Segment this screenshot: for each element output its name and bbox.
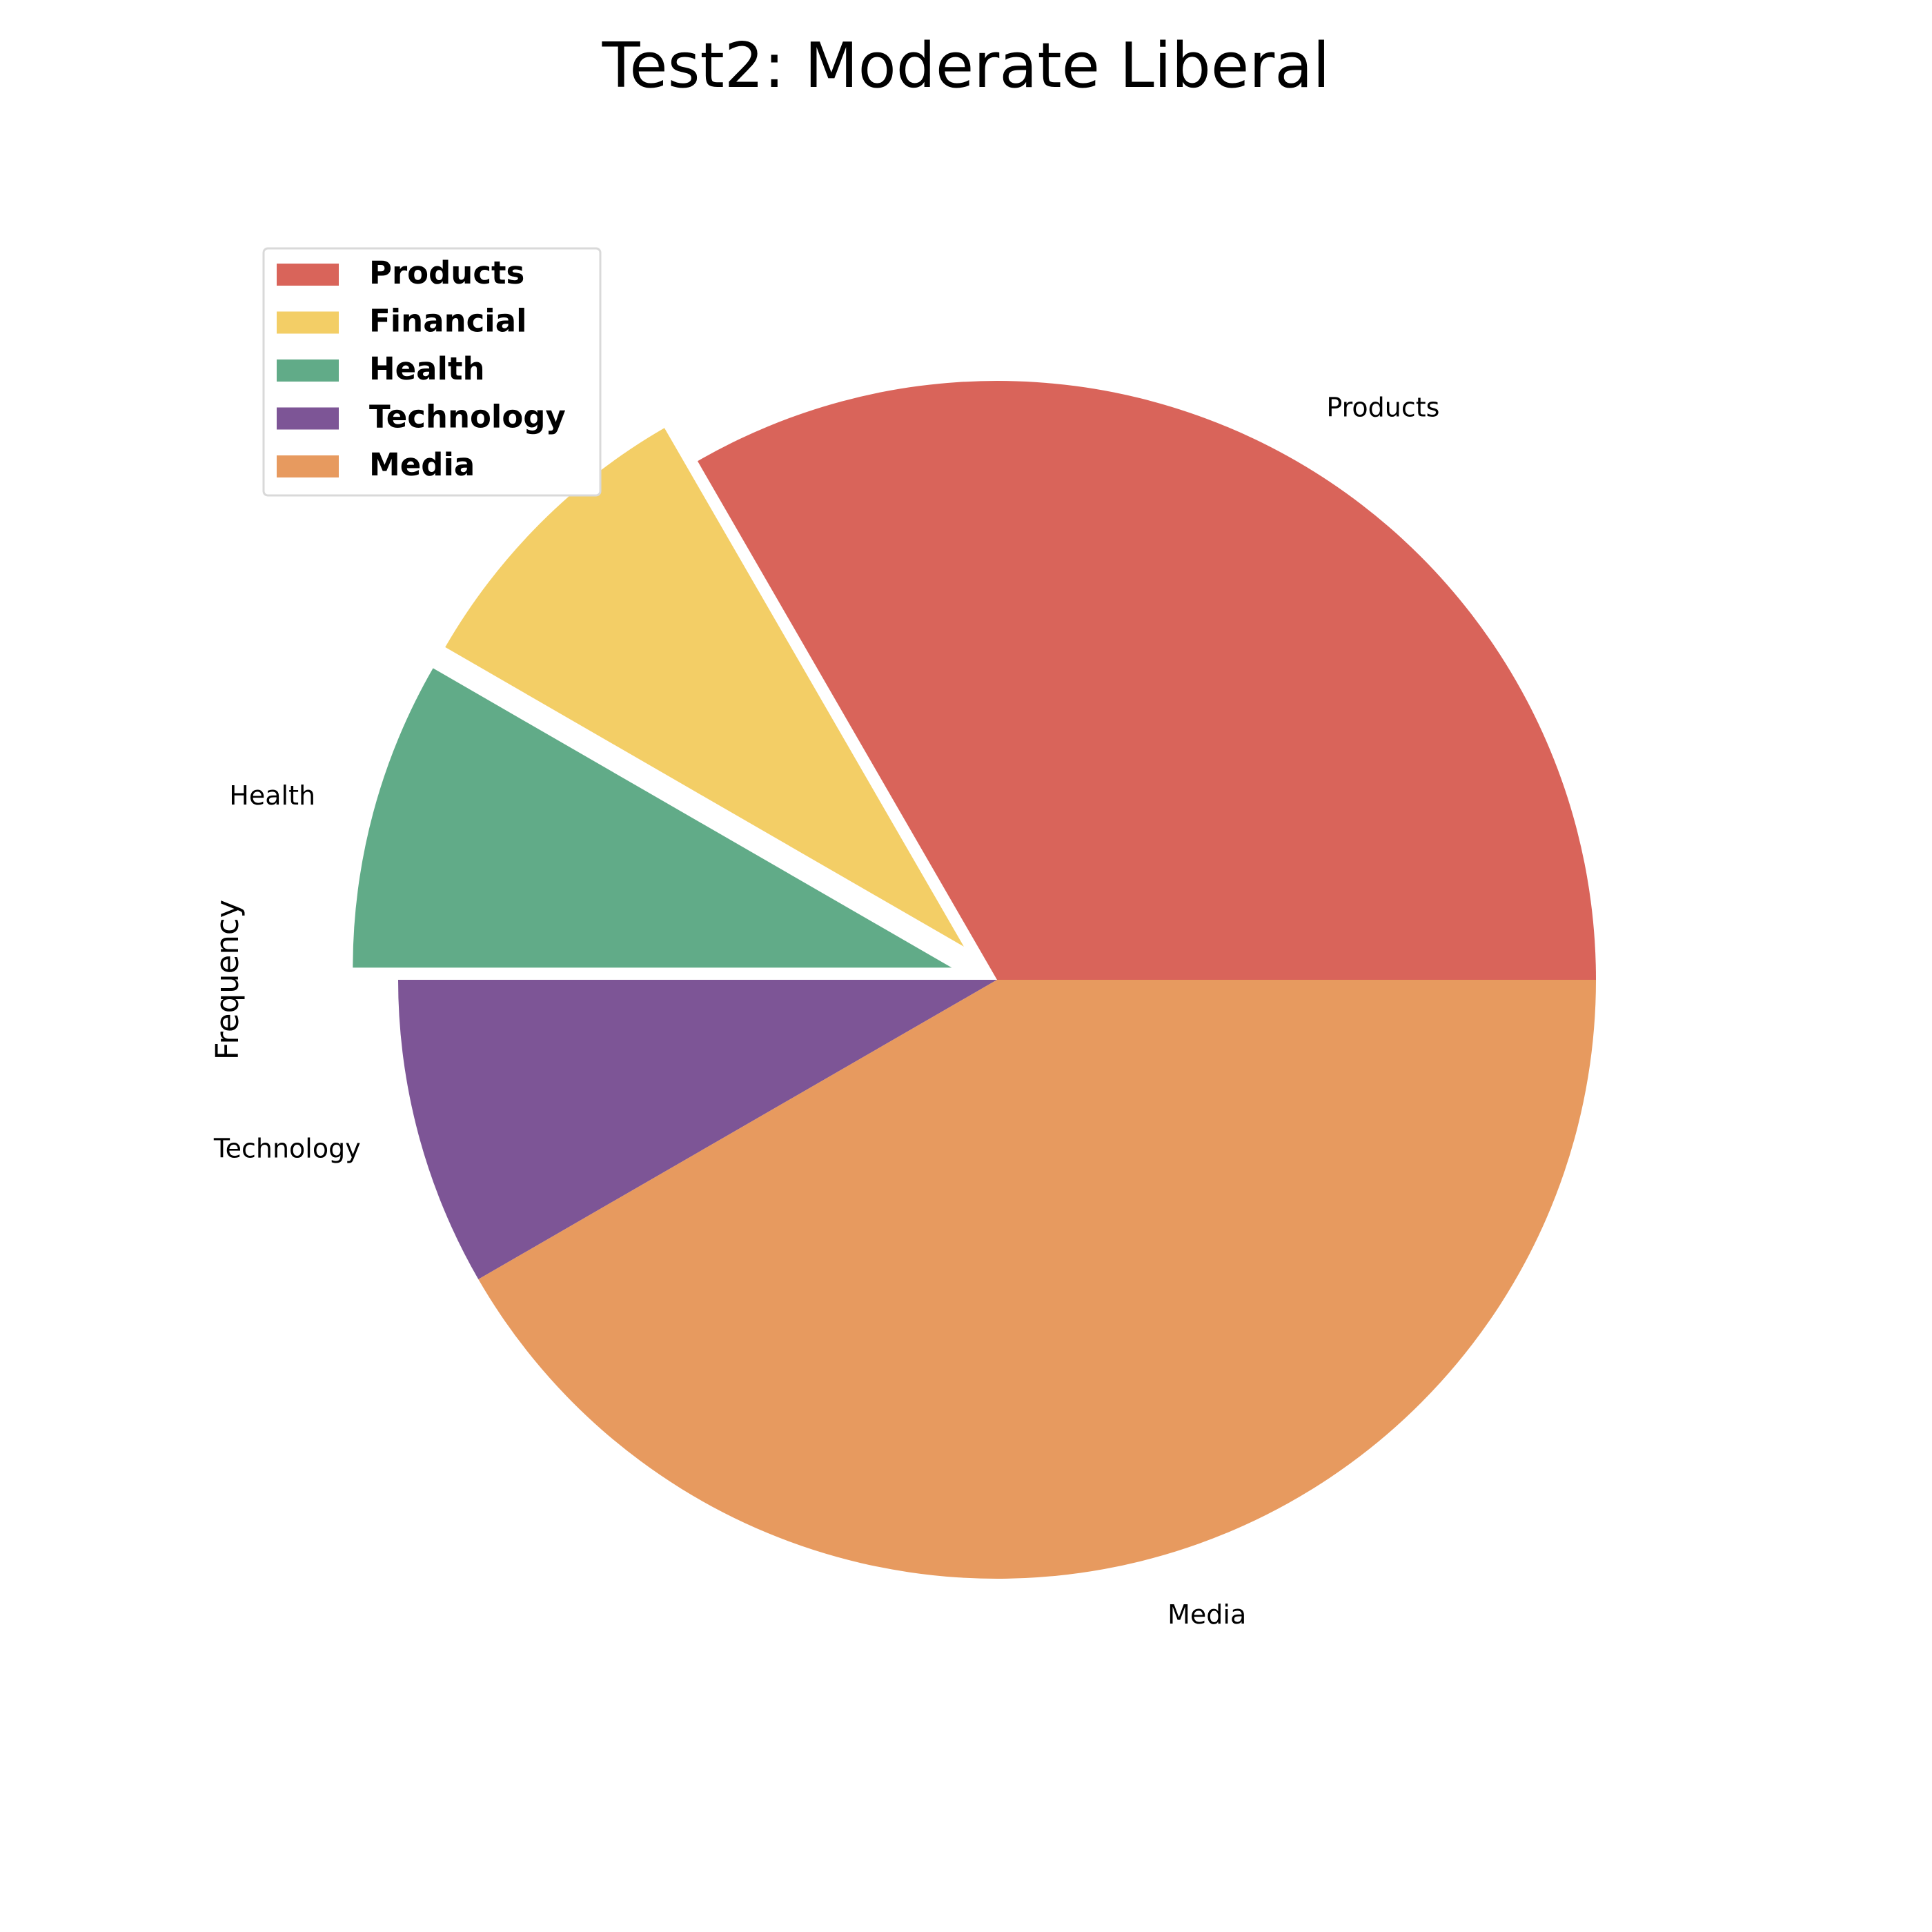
legend: Products Financial Health Technology Media [262, 247, 602, 497]
slice-label-health: Health [229, 780, 315, 811]
legend-frame [262, 247, 602, 497]
legend-label-media: Media [369, 446, 475, 483]
pie-slices [353, 381, 1596, 1579]
pie-slice-health [353, 668, 952, 968]
legend-swatch-media [277, 455, 339, 477]
legend-swatch-health [277, 359, 339, 382]
chart-title: Test2: Moderate Liberal [602, 30, 1330, 102]
legend-label-health: Health [369, 351, 485, 387]
slice-label-media: Media [1167, 1599, 1246, 1630]
pie-slice-financial [445, 428, 964, 947]
legend-label-products: Products [369, 255, 524, 291]
slice-label-technology: Technology [213, 1134, 361, 1164]
legend-swatch-technology [277, 407, 339, 430]
legend-label-financial: Financial [369, 303, 527, 339]
slice-label-products: Products [1326, 393, 1439, 423]
legend-swatch-products [277, 264, 339, 286]
pie-slice-media [478, 980, 1596, 1579]
pie-slice-products [698, 381, 1596, 980]
pie-slice-technology [398, 980, 997, 1279]
legend-label-technology: Technology [369, 399, 566, 435]
legend-swatch-financial [277, 311, 339, 334]
y-axis-label: Frequency [209, 900, 246, 1060]
